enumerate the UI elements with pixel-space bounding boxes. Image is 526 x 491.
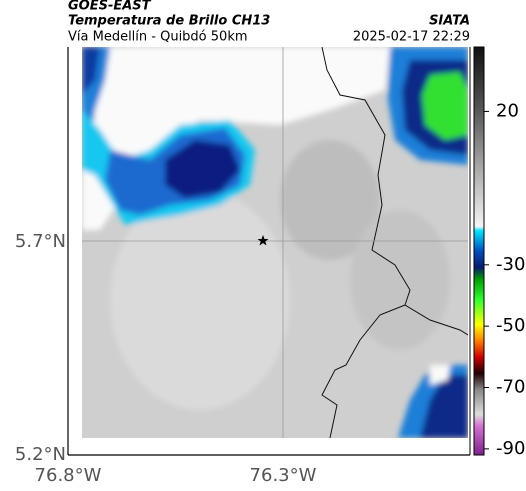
x-tick-label: 76.8°W (35, 465, 102, 486)
subtitle: Temperatura de Brillo CH13 (68, 14, 270, 29)
colorbar-tick-label: -30 (496, 254, 525, 275)
location-marker (257, 235, 269, 246)
colorbar-ticks: 20 -30 -50 -70 -90 (484, 100, 525, 459)
satellite-image (82, 47, 468, 438)
colorbar-tick-label: 20 (496, 100, 519, 121)
colorbar-tick-label: -90 (496, 438, 525, 459)
x-tick-label: 76.3°W (250, 465, 317, 486)
y-tick-label: 5.2°N (15, 444, 66, 465)
location: Vía Medellín - Quibdó 50km (68, 30, 248, 45)
datetime: 2025-02-17 22:29 (353, 30, 470, 45)
y-tick-label: 5.7°N (15, 231, 66, 252)
source: SIATA (429, 14, 470, 29)
colorbar-tick-label: -70 (496, 377, 525, 398)
title: GOES-EAST (68, 0, 152, 14)
colorbar (473, 46, 485, 456)
colorbar-tick-label: -50 (496, 315, 525, 336)
